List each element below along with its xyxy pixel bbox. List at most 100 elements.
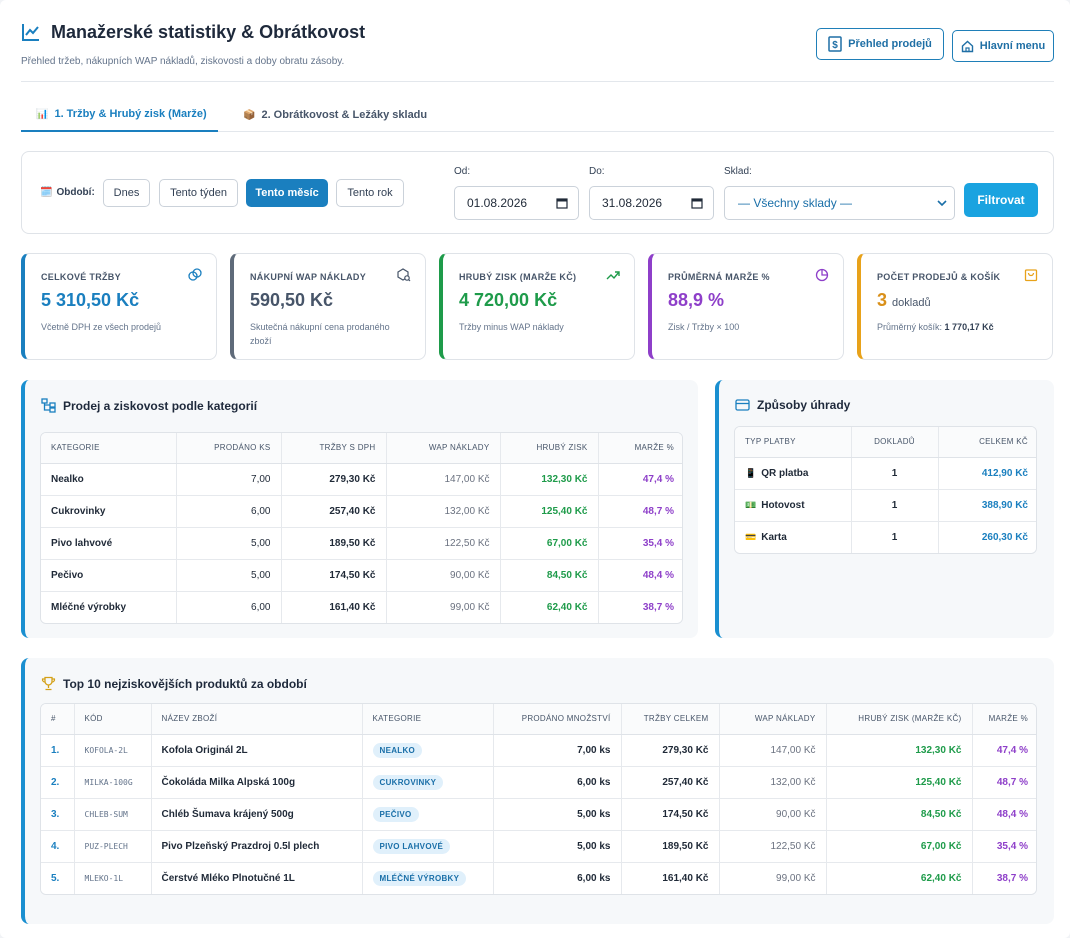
bag-icon	[1024, 269, 1038, 282]
cash-icon: 💵	[745, 499, 757, 510]
box-search-icon	[397, 268, 411, 282]
bar-chart-icon: 📊	[36, 108, 49, 120]
tab-sales-margin[interactable]: 📊 1. Tržby & Hrubý zisk (Marže)	[21, 98, 218, 132]
top-products-title-text: Top 10 nejziskovějších produktů za obdob…	[63, 676, 307, 691]
column-header: MARŽE %	[972, 704, 1036, 735]
sold-qty-cell: 6,00 ks	[493, 766, 622, 799]
document-count-cell: 1	[851, 521, 939, 553]
category-badge: MLÉČNÉ VÝROBKY	[372, 870, 467, 886]
calendar-icon	[691, 198, 703, 209]
package-icon: 📦	[243, 109, 256, 121]
category-name-cell: Cukrovinky	[41, 495, 177, 528]
period-label-text: Období:	[56, 187, 95, 198]
margin-cell: 47,4 %	[598, 463, 682, 496]
wap-cost-cell: 147,00 Kč	[719, 734, 827, 767]
category-cell: PEČIVO	[362, 798, 494, 831]
product-code-cell: CHLEB-SUM	[74, 798, 152, 831]
sold-qty-cell: 6,00	[176, 495, 282, 528]
main-menu-button[interactable]: Hlavní menu	[952, 30, 1054, 62]
kpi-value: 88,9 %	[668, 290, 725, 310]
product-name-cell: Čerstvé Mléko Plnotučné 1L	[151, 862, 363, 894]
kpi-label: CELKOVÉ TRŽBY	[41, 272, 121, 282]
payments-panel: Způsoby úhrady TYP PLATBY DOKLADŮ CELKEM…	[715, 380, 1054, 638]
from-label: Od:	[454, 166, 471, 177]
product-name-cell: Chléb Šumava krájený 500g	[151, 798, 363, 831]
margin-cell: 48,7 %	[972, 766, 1036, 799]
sales-overview-label: Přehled prodejů	[848, 38, 932, 50]
column-header: CELKEM KČ	[938, 427, 1036, 458]
column-header: WAP NÁKLADY	[719, 704, 827, 735]
categories-title-text: Prodej a ziskovost podle kategorií	[63, 398, 258, 413]
column-header: #	[41, 704, 75, 735]
sold-qty-cell: 5,00	[176, 527, 282, 560]
revenue-cell: 161,40 Kč	[281, 591, 387, 623]
kpi-value-unit: dokladů	[892, 297, 931, 309]
top-products-title: Top 10 nejziskovějších produktů za obdob…	[41, 676, 307, 691]
chevron-down-icon	[937, 200, 947, 207]
kpi-label: NÁKUPNÍ WAP NÁKLADY	[250, 272, 367, 282]
to-label: Do:	[589, 166, 605, 177]
table-row: Cukrovinky 6,00 257,40 Kč 132,00 Kč 125,40 K…	[41, 495, 682, 528]
category-name-cell: Mléčné výrobky	[41, 591, 177, 623]
category-name-cell: Pivo lahvové	[41, 527, 177, 560]
gross-profit-cell: 132,30 Kč	[500, 463, 599, 496]
period-month-button[interactable]: Tento měsíc	[246, 179, 328, 207]
kpi-label: POČET PRODEJŮ & KOŠÍK	[877, 272, 1001, 282]
wap-cost-cell: 99,00 Kč	[386, 591, 501, 623]
product-name-cell: Kofola Originál 2L	[151, 734, 363, 767]
product-code-cell: MILKA-100G	[74, 766, 152, 799]
pie-chart-icon	[815, 268, 829, 282]
filter-submit-button[interactable]: Filtrovat	[964, 183, 1038, 217]
payments-title: Způsoby úhrady	[735, 398, 850, 412]
wap-cost-cell: 147,00 Kč	[386, 463, 501, 496]
date-to-input[interactable]: 31.08.2026	[589, 186, 714, 220]
gross-profit-cell: 125,40 Kč	[500, 495, 599, 528]
calendar-icon: 🗓️	[40, 187, 53, 198]
sold-qty-cell: 5,00 ks	[493, 830, 622, 863]
store-select[interactable]: — Všechny sklady —	[724, 186, 955, 220]
date-from-input[interactable]: 01.08.2026	[454, 186, 579, 220]
categories-table: KATEGORIE PRODÁNO KS TRŽBY S DPH WAP NÁK…	[40, 432, 683, 624]
payments-table: TYP PLATBY DOKLADŮ CELKEM KČ 📱 QR platba 1…	[734, 426, 1037, 554]
kpi-note-value: 1 770,17 Kč	[944, 322, 994, 332]
revenue-cell: 161,40 Kč	[621, 862, 720, 894]
gross-profit-cell: 67,00 Kč	[826, 830, 973, 863]
wap-cost-cell: 132,00 Kč	[386, 495, 501, 528]
column-header: PRODÁNO MNOŽSTVÍ	[493, 704, 622, 735]
period-today-button[interactable]: Dnes	[103, 179, 150, 207]
page-subtitle: Přehled tržeb, nákupních WAP nákladů, zi…	[21, 56, 345, 67]
column-header: NÁZEV ZBOŽÍ	[151, 704, 363, 735]
margin-cell: 38,7 %	[996, 872, 1028, 884]
product-code-cell: MLEKO-1L	[74, 862, 152, 894]
page-header: Manažerské statistiky & Obrátkovost Přeh…	[21, 20, 1054, 82]
card-icon: 💳	[745, 531, 757, 542]
payment-type-cell: 💳 Karta	[735, 521, 852, 553]
column-header: KATEGORIE	[41, 433, 177, 464]
category-cell: NEALKO	[362, 734, 494, 767]
page-title: Manažerské statistiky & Obrátkovost	[51, 22, 366, 42]
main-menu-label: Hlavní menu	[979, 40, 1046, 52]
product-name-cell: Čokoláda Milka Alpská 100g	[151, 766, 363, 799]
rank-cell: 5.	[41, 862, 75, 894]
sold-qty-cell: 7,00	[176, 463, 282, 496]
tab-label: 2. Obrátkovost & Ležáky skladu	[261, 109, 428, 121]
period-week-button[interactable]: Tento týden	[159, 179, 238, 207]
column-header: HRUBÝ ZISK	[500, 433, 599, 464]
period-label: 🗓️ Období:	[40, 187, 95, 198]
table-row: 📱 QR platba 1 412,90 Kč	[735, 457, 1036, 490]
payments-title-text: Způsoby úhrady	[757, 398, 851, 412]
category-cell: CUKROVINKY	[362, 766, 494, 799]
categories-title: Prodej a ziskovost podle kategorií	[41, 398, 257, 413]
product-code-cell: PUZ-PLECH	[74, 830, 152, 863]
margin-cell: 48,7 %	[598, 495, 682, 528]
document-count-cell: 1	[851, 457, 939, 490]
period-year-button[interactable]: Tento rok	[336, 179, 404, 207]
sales-overview-button[interactable]: $ Přehled prodejů	[816, 28, 944, 60]
tab-turnover[interactable]: 📦 2. Obrátkovost & Ležáky skladu	[243, 98, 433, 132]
revenue-cell: 189,50 Kč	[621, 830, 720, 863]
gross-profit-cell: 84,50 Kč	[826, 798, 973, 831]
total-cell: 412,90 Kč	[938, 457, 1036, 490]
store-select-value: — Všechny sklady —	[738, 196, 853, 210]
wap-cost-cell: 122,50 Kč	[719, 830, 827, 863]
kpi-note: Zisk / Tržby × 100	[668, 322, 740, 332]
